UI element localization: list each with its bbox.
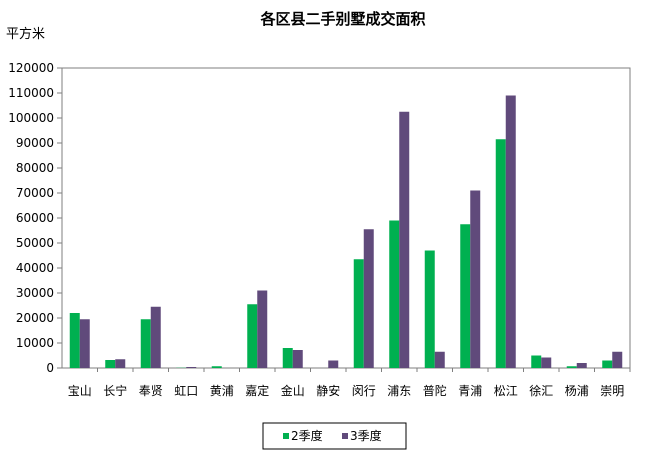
bar-series-1-11 (460, 224, 471, 368)
chart-title: 各区县二手别墅成交面积 (259, 10, 425, 28)
bar-series-2-13 (541, 357, 552, 368)
bar-series-2-7 (328, 360, 339, 368)
bar-series-2-11 (470, 190, 481, 368)
legend-swatch-series-1 (283, 433, 289, 439)
x-category-label: 普陀 (423, 383, 447, 398)
bar-series-2-6 (292, 350, 303, 368)
x-category-label: 浦东 (387, 384, 411, 398)
bar-series-1-9 (389, 220, 400, 368)
bar-series-2-2 (150, 306, 161, 368)
y-tick-label: 30000 (16, 286, 54, 300)
y-tick-label: 120000 (8, 61, 54, 75)
bar-series-1-1 (105, 360, 116, 368)
x-category-label: 徐汇 (529, 383, 553, 398)
x-axis-labels: 宝山 长宁 奉贤 虹口 黄浦 嘉定 金山 静安 闵行 浦东 普陀 青浦 松江 徐汇 杨浦 崇明 (68, 368, 631, 398)
y-tick-label: 90000 (16, 136, 54, 150)
bar-series-1-10 (424, 250, 435, 368)
bar-series-1-4 (211, 366, 222, 368)
x-category-label: 闵行 (352, 383, 376, 398)
bar-series-1-12 (495, 139, 506, 368)
y-tick-label: 70000 (16, 186, 54, 200)
bar-series-2-0 (79, 319, 90, 368)
y-tick-label: 40000 (16, 261, 54, 275)
bar-series-2-10 (434, 351, 445, 368)
x-category-label: 松江 (494, 384, 518, 398)
bar-series-1-0 (69, 313, 80, 368)
x-category-label: 宝山 (68, 384, 92, 398)
bars (69, 95, 623, 368)
y-tick-label: 80000 (16, 161, 54, 175)
x-category-label: 青浦 (458, 384, 482, 398)
legend-label-series-1: 2季度 (291, 428, 323, 443)
y-tick-label: 110000 (8, 86, 54, 100)
y-tick-label: 100000 (8, 111, 54, 125)
bar-series-1-13 (531, 355, 542, 368)
x-category-label: 黄浦 (210, 384, 234, 398)
bar-series-2-8 (363, 229, 374, 368)
bar-series-2-15 (612, 351, 623, 368)
y-tick-label: 10000 (16, 336, 54, 350)
y-tick-label: 20000 (16, 311, 54, 325)
x-category-label: 杨浦 (565, 383, 589, 398)
x-category-label: 静安 (316, 383, 340, 398)
bar-series-2-12 (505, 95, 516, 368)
bar-series-1-14 (566, 366, 577, 368)
bar-series-1-6 (282, 348, 293, 368)
legend: 2季度 3季度 (262, 422, 407, 450)
bar-series-2-5 (257, 290, 268, 368)
x-category-label: 虹口 (174, 384, 198, 398)
x-category-label: 崇明 (600, 384, 624, 398)
y-axis: 0 10000 20000 30000 40000 50000 60000 70000 8000… (8, 61, 62, 375)
bar-series-2-1 (115, 359, 126, 368)
x-category-label: 金山 (281, 383, 305, 398)
x-category-label: 长宁 (103, 383, 127, 398)
legend-swatch-series-2 (342, 433, 348, 439)
bar-series-1-5 (247, 304, 258, 368)
x-category-label: 嘉定 (245, 383, 269, 398)
bar-series-1-2 (140, 319, 151, 368)
bar-series-2-3 (186, 367, 197, 368)
bar-series-2-14 (576, 363, 587, 368)
y-axis-unit-label: 平方米 (6, 26, 45, 42)
x-category-label: 奉贤 (139, 384, 163, 398)
bar-series-1-8 (353, 259, 364, 368)
legend-label-series-2: 3季度 (350, 428, 382, 443)
y-tick-label: 0 (46, 361, 54, 375)
y-tick-label: 50000 (16, 236, 54, 250)
bar-series-2-9 (399, 111, 410, 368)
bar-series-1-15 (602, 360, 613, 368)
y-tick-label: 60000 (16, 211, 54, 225)
